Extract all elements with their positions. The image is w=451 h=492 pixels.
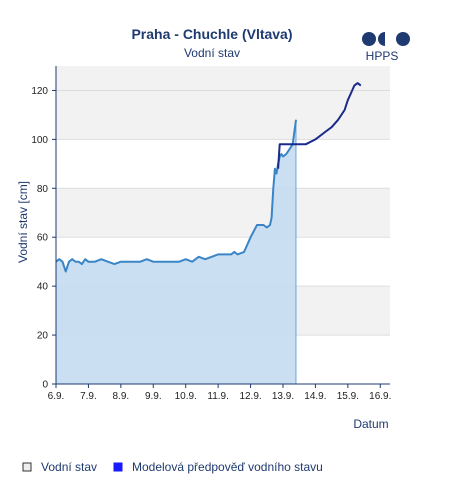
series-line-1: [277, 82, 362, 169]
chart-subtitle: Vodní stav: [184, 46, 240, 60]
x-tick-label: 12.9.: [239, 391, 261, 402]
x-tick-label: 10.9.: [175, 391, 197, 402]
logo-circle-icon: [362, 32, 376, 46]
x-tick-label: 7.9.: [80, 391, 97, 402]
y-tick-label: 100: [31, 135, 48, 146]
logo-text: HPPS: [366, 49, 399, 63]
legend: Vodní stav Modelová předpověď vodního st…: [22, 460, 323, 474]
grid-band: [56, 66, 390, 91]
grid-band: [56, 90, 390, 140]
x-tick-label: 16.9.: [369, 391, 391, 402]
legend-swatch-vodni-stav: [22, 462, 32, 472]
y-tick-label: 60: [37, 233, 49, 244]
logo-cut: [385, 31, 393, 47]
x-tick-label: 9.9.: [145, 391, 162, 402]
series-lines: [55, 82, 362, 273]
chart-axes: [55, 66, 390, 385]
x-axis-label: Datum: [353, 417, 388, 431]
x-tick-label: 14.9.: [304, 391, 326, 402]
x-tick-label: 8.9.: [113, 391, 130, 402]
series-line-0: [55, 119, 297, 273]
y-tick-label: 40: [37, 282, 49, 293]
chart-title: Praha - Chuchle (Vltava): [131, 26, 292, 42]
y-tick-label: 20: [37, 331, 49, 342]
y-axis-label: Vodní stav [cm]: [16, 181, 30, 263]
x-tick-labels: 6.9. 7.9. 8.9. 9.9. 10.9. 11.9. 12.9. 13.9. 14.9…: [48, 384, 391, 402]
series-fill: [56, 119, 297, 385]
legend-label-forecast: Modelová předpověď vodního stavu: [132, 460, 323, 474]
y-tick-label: 80: [37, 184, 49, 195]
series-area-0: [56, 119, 296, 385]
x-tick-label: 6.9.: [48, 391, 65, 402]
legend-label-vodni-stav: Vodní stav: [41, 460, 97, 474]
x-tick-label: 15.9.: [337, 391, 359, 402]
hpps-logo: HPPS: [362, 31, 410, 63]
legend-swatch-forecast: [113, 462, 123, 472]
x-tick-label: 11.9.: [207, 391, 229, 402]
grid-band: [56, 188, 390, 238]
y-tick-labels: 0 20 40 60 80 100 120: [31, 86, 56, 391]
y-tick-label: 120: [31, 86, 48, 97]
y-tick-label: 0: [42, 380, 48, 391]
logo-circle-icon-2: [396, 32, 410, 46]
x-tick-label: 13.9.: [272, 391, 294, 402]
